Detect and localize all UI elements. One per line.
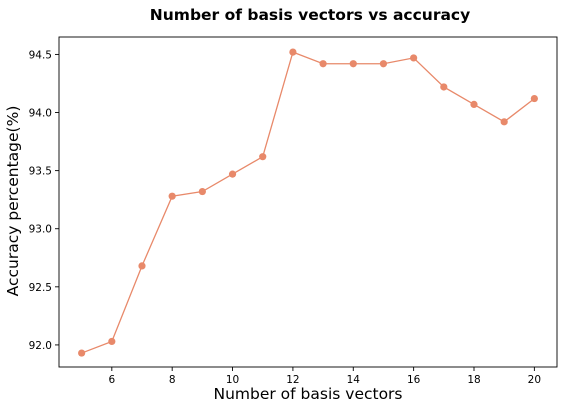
y-tick-label: 92.5 bbox=[29, 282, 52, 294]
data-point bbox=[108, 337, 116, 346]
data-point bbox=[168, 192, 176, 200]
data-point bbox=[440, 83, 448, 91]
x-tick-label: 16 bbox=[407, 374, 421, 386]
y-tick-label: 93.0 bbox=[29, 224, 52, 236]
x-tick-label: 18 bbox=[467, 374, 480, 386]
data-point bbox=[530, 94, 538, 103]
y-axis-ticks: 92.0 92.5 93.0 93.5 94.0 94.5 bbox=[29, 49, 59, 352]
data-point bbox=[319, 60, 327, 68]
data-point bbox=[289, 48, 297, 56]
x-tick-label: 12 bbox=[286, 374, 299, 386]
series-line bbox=[81, 51, 535, 354]
y-axis-label: Accuracy percentage(%) bbox=[4, 106, 22, 297]
data-point bbox=[379, 60, 388, 68]
data-point bbox=[228, 170, 237, 178]
y-tick-label: 93.5 bbox=[29, 166, 52, 178]
y-tick-label: 94.5 bbox=[29, 49, 52, 61]
plot-area-frame bbox=[58, 36, 558, 368]
x-tick-label: 20 bbox=[528, 374, 541, 386]
x-axis-ticks: 6 8 10 12 14 16 18 20 bbox=[108, 367, 541, 386]
x-axis-label: Number of basis vectors bbox=[213, 385, 402, 403]
series-points bbox=[78, 48, 538, 357]
data-point bbox=[500, 118, 508, 126]
data-point bbox=[138, 262, 146, 270]
x-tick-label: 8 bbox=[169, 374, 176, 386]
y-tick-label: 94.0 bbox=[29, 108, 52, 120]
data-point bbox=[259, 153, 267, 161]
data-point bbox=[470, 100, 478, 108]
x-tick-label: 6 bbox=[108, 374, 115, 386]
data-point bbox=[78, 349, 86, 357]
data-point bbox=[198, 187, 206, 196]
data-point bbox=[410, 54, 418, 62]
y-tick-label: 92.0 bbox=[29, 340, 52, 352]
x-tick-label: 10 bbox=[226, 374, 239, 386]
x-tick-label: 14 bbox=[347, 374, 361, 386]
data-point bbox=[349, 60, 357, 68]
chart-title: Number of basis vectors vs accuracy bbox=[150, 6, 470, 24]
